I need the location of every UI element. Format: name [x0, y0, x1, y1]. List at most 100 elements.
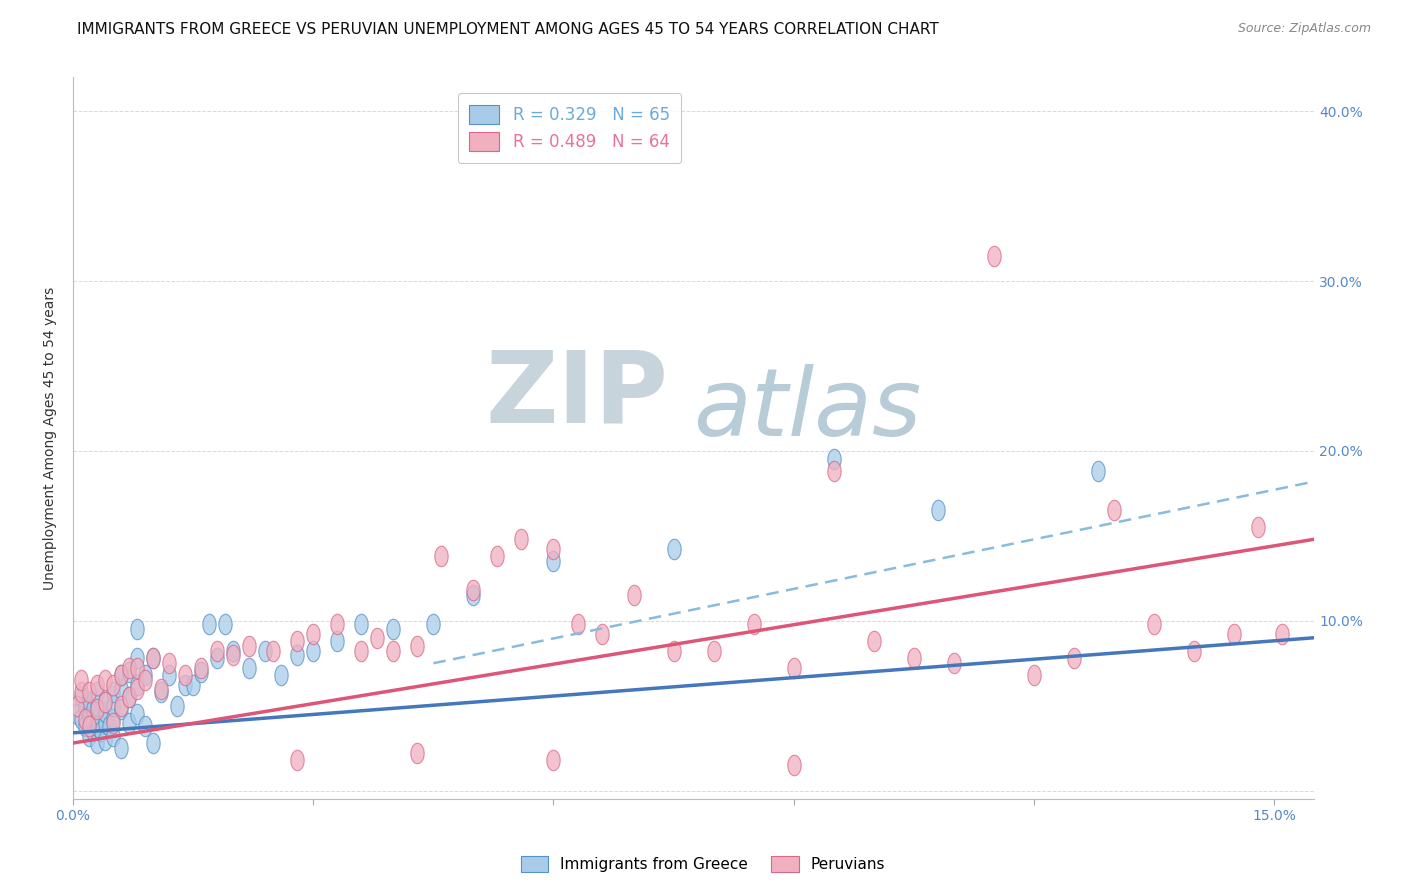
Point [150, 685, 173, 699]
Point [134, 719, 156, 733]
Point [70, 712, 93, 726]
Point [742, 617, 765, 632]
Point [222, 644, 245, 658]
Point [422, 617, 444, 632]
Point [118, 661, 141, 675]
Point [70, 690, 93, 705]
Point [82, 702, 104, 716]
Point [366, 631, 388, 645]
Point [98, 719, 121, 733]
Point [101, 729, 124, 743]
Point [82, 724, 104, 739]
Point [326, 617, 349, 632]
Point [406, 639, 429, 653]
Point [110, 668, 132, 682]
Point [110, 698, 132, 713]
Point [118, 690, 141, 705]
Point [66, 707, 89, 722]
Point [406, 746, 429, 760]
Point [127, 661, 149, 675]
Y-axis label: Unemployment Among Ages 45 to 54 years: Unemployment Among Ages 45 to 54 years [44, 286, 58, 590]
Point [1087, 464, 1109, 478]
Point [90, 724, 112, 739]
Point [254, 644, 277, 658]
Point [198, 617, 221, 632]
Point [285, 634, 308, 648]
Point [205, 651, 228, 665]
Point [77, 695, 100, 709]
Point [783, 758, 806, 772]
Point [302, 627, 325, 641]
Point [205, 644, 228, 658]
Point [222, 648, 245, 662]
Point [174, 678, 197, 692]
Point [157, 668, 180, 682]
Point [567, 617, 589, 632]
Point [983, 249, 1005, 263]
Legend: R = 0.329   N = 65, R = 0.489   N = 64: R = 0.329 N = 65, R = 0.489 N = 64 [457, 93, 682, 163]
Point [430, 549, 453, 564]
Point [238, 639, 260, 653]
Point [190, 661, 212, 675]
Point [142, 651, 165, 665]
Point [101, 698, 124, 713]
Point [86, 698, 108, 713]
Point [543, 753, 565, 767]
Point [86, 685, 108, 699]
Point [142, 651, 165, 665]
Point [823, 452, 845, 467]
Point [214, 617, 236, 632]
Point [86, 678, 108, 692]
Point [101, 685, 124, 699]
Point [1182, 644, 1205, 658]
Point [285, 648, 308, 662]
Point [302, 644, 325, 658]
Point [190, 665, 212, 679]
Point [75, 698, 97, 713]
Point [66, 698, 89, 713]
Point [1022, 668, 1045, 682]
Point [463, 588, 485, 602]
Point [86, 712, 108, 726]
Point [86, 719, 108, 733]
Point [127, 622, 149, 636]
Point [270, 668, 292, 682]
Point [142, 736, 165, 750]
Point [70, 673, 93, 688]
Point [262, 644, 284, 658]
Point [127, 651, 149, 665]
Point [134, 673, 156, 688]
Point [157, 657, 180, 671]
Point [75, 712, 97, 726]
Point [463, 583, 485, 598]
Point [127, 707, 149, 722]
Point [181, 678, 204, 692]
Point [1247, 520, 1270, 534]
Point [77, 685, 100, 699]
Text: atlas: atlas [693, 364, 922, 455]
Point [101, 715, 124, 730]
Point [94, 673, 117, 688]
Point [662, 542, 685, 557]
Point [382, 644, 405, 658]
Point [823, 464, 845, 478]
Point [543, 542, 565, 557]
Point [174, 668, 197, 682]
Point [927, 503, 949, 517]
Text: IMMIGRANTS FROM GREECE VS PERUVIAN UNEMPLOYMENT AMONG AGES 45 TO 54 YEARS CORREL: IMMIGRANTS FROM GREECE VS PERUVIAN UNEMP… [77, 22, 939, 37]
Point [118, 665, 141, 679]
Point [94, 695, 117, 709]
Point [942, 657, 965, 671]
Point [110, 702, 132, 716]
Point [903, 651, 925, 665]
Point [127, 678, 149, 692]
Point [150, 681, 173, 696]
Point [166, 698, 188, 713]
Legend: Immigrants from Greece, Peruvians: Immigrants from Greece, Peruvians [513, 848, 893, 880]
Point [94, 706, 117, 720]
Point [326, 634, 349, 648]
Point [110, 741, 132, 756]
Point [510, 533, 533, 547]
Point [591, 627, 613, 641]
Point [350, 644, 373, 658]
